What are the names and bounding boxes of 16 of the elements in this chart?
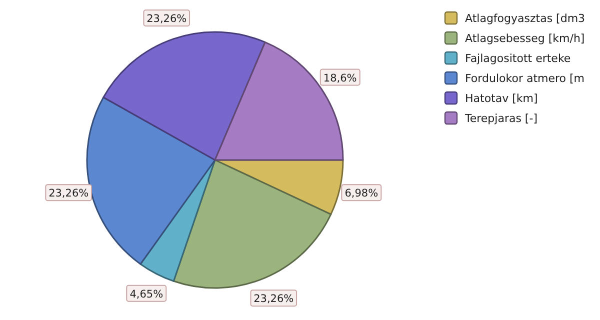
- pie-slice: [172, 159, 332, 289]
- data-label: 18,6%: [323, 72, 357, 84]
- data-label: 23,26%: [48, 188, 89, 200]
- pie-slice: [140, 159, 216, 282]
- data-label: 23,26%: [254, 293, 294, 306]
- data-label: 6,98%: [344, 188, 378, 200]
- legend-label: Fordulokor atmero [m: [465, 72, 585, 85]
- pie-slice: [86, 96, 216, 265]
- legend-label: Hatotav [km]: [465, 92, 538, 105]
- legend-label: Atlagfogyasztas [dm3: [465, 12, 586, 25]
- legend-label: Terepjaras [-]: [464, 112, 538, 125]
- pie-slice: [102, 31, 266, 161]
- data-label: 4,65%: [130, 288, 164, 300]
- legend-label: Atlagsebesseg [km/h]: [465, 32, 585, 45]
- data-label: 23,26%: [146, 13, 187, 26]
- legend-label: Fajlagositott erteke: [465, 52, 571, 65]
